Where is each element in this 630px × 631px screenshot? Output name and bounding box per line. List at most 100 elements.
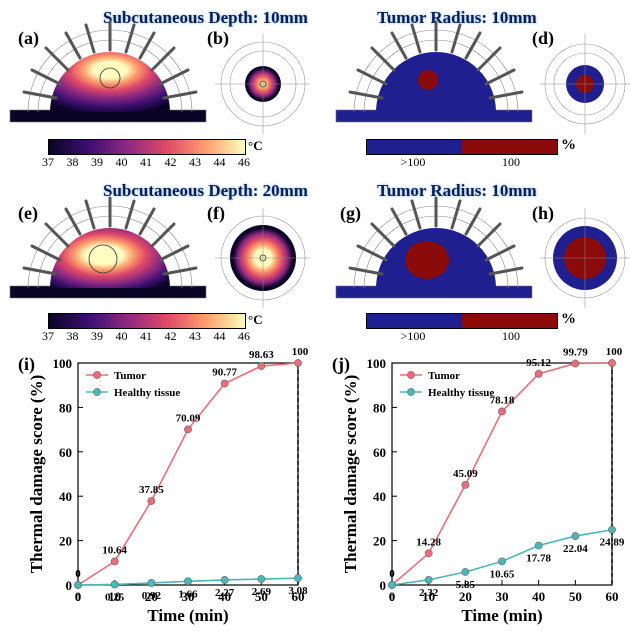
colorbar-tick-bottom-7: 44	[213, 329, 226, 343]
x-tick-label-i-4: 40	[218, 589, 231, 604]
colorbar-tick-top-8: 46	[238, 155, 250, 169]
y-tick-label-i-4: 80	[59, 400, 72, 415]
data-label-j-1-3: 10.65	[490, 568, 515, 580]
colorbar-tick-top-7: 44	[213, 155, 226, 169]
data-label-j-1-0: 0	[389, 592, 395, 604]
colorbar-tick-top-0: 37	[42, 155, 54, 169]
x-tick-label-i-0: 0	[75, 589, 82, 604]
data-point-j-1-5	[571, 532, 580, 540]
colorbar-tick-top-1: 38	[66, 155, 79, 169]
legend-label-j-0: Tumor	[428, 370, 460, 382]
legend-label-i-0: Tumor	[114, 370, 146, 382]
colorbar-tick-bottom-4: 41	[140, 329, 152, 343]
y-tick-label-i-5: 100	[53, 356, 73, 371]
data-label-i-0-3: 70.09	[176, 412, 201, 424]
x-axis-label-j: Time (min)	[461, 606, 542, 625]
colorbar-tick-top-6: 43	[189, 155, 201, 169]
data-point-i-0-3	[184, 425, 192, 434]
data-point-j-0-4	[534, 369, 543, 378]
damage-dome-image-c	[335, 20, 533, 123]
header-radius-10-top: Tumor Radius: 10mm	[377, 8, 537, 27]
data-point-j-0-5	[571, 359, 580, 368]
y-tick-label-i-3: 60	[59, 445, 72, 460]
data-label-i-1-1: 0.25	[105, 591, 125, 603]
x-tick-label-i-2: 20	[145, 589, 158, 604]
temperature-dome-image-a	[9, 20, 207, 123]
x-tick-label-j-2: 20	[459, 589, 472, 604]
data-point-i-1-6	[294, 574, 302, 583]
y-tick-label-j-3: 60	[373, 445, 386, 460]
colorbar-tick-top-2: 39	[91, 155, 103, 169]
legend-label-i-1: Healthy tissue	[114, 387, 180, 399]
panel-label-d: (d)	[532, 28, 554, 48]
header-depth-20: Subcutaneous Depth: 20mm	[103, 181, 308, 200]
colorbar-tick-bottom-2: 39	[91, 329, 103, 343]
data-point-j-0-2	[461, 481, 470, 489]
data-point-i-0-6	[294, 359, 302, 367]
legend-marker-j-0	[407, 371, 415, 379]
x-tick-label-j-1: 10	[422, 589, 435, 604]
colorbar-tick-top-3: 40	[115, 155, 128, 169]
damage-unit-bottom: %	[561, 311, 576, 327]
y-tick-label-j-1: 20	[373, 534, 386, 549]
data-label-i-0-0: 0	[75, 568, 81, 580]
data-point-j-1-3	[498, 557, 506, 566]
x-tick-label-j-5: 50	[569, 589, 582, 604]
temperature-topview-image-b	[215, 34, 310, 134]
data-point-i-0-4	[220, 379, 229, 388]
damage-colorbar-top	[366, 139, 558, 155]
damage-unit-top: %	[561, 137, 576, 153]
colorbar-tick-bottom-8: 46	[238, 329, 250, 343]
data-point-j-1-1	[424, 575, 433, 584]
data-label-i-1-6: 3.08	[288, 585, 308, 597]
data-point-i-1-2	[147, 579, 156, 587]
legend-marker-i-1	[93, 388, 101, 396]
line-chart-i: (i) 0 20 40 60 80 100 0 10 20 30 40 50 60 Time (min) Th…	[18, 348, 309, 625]
data-point-j-0-3	[498, 407, 506, 416]
damage-colorbar-bottom	[366, 313, 558, 329]
temperature-unit-top: °C	[248, 138, 263, 153]
data-label-j-0-4: 95.12	[526, 357, 551, 369]
data-point-j-0-1	[424, 549, 433, 558]
data-label-j-0-0: 0	[389, 568, 395, 580]
legend-marker-i-0	[93, 371, 101, 379]
x-tick-label-i-6: 60	[292, 589, 305, 604]
panel-label-i: (i)	[18, 354, 35, 375]
temperature-unit-bottom: °C	[248, 312, 263, 327]
colorbar-tick-bottom-0: 37	[42, 329, 54, 343]
damage-label-gt100-bottom: >100	[400, 329, 426, 343]
data-point-i-0-1	[110, 557, 119, 566]
data-label-i-1-5: 2.69	[252, 586, 272, 598]
damage-dome-image-g	[335, 196, 533, 299]
y-tick-label-j-5: 100	[367, 356, 387, 371]
legend-marker-j-1	[407, 388, 415, 396]
temperature-colorbar-top	[48, 139, 246, 155]
data-label-j-0-2: 45.09	[453, 468, 478, 480]
data-label-j-0-1: 14.28	[416, 536, 441, 548]
colorbar-tick-top-4: 41	[140, 155, 152, 169]
legend-label-j-1: Healthy tissue	[428, 387, 494, 399]
data-label-i-1-3: 1.66	[178, 588, 198, 600]
data-label-i-0-2: 37.85	[139, 484, 164, 496]
panel-label-j: (j)	[332, 354, 350, 375]
data-label-i-0-1: 10.64	[102, 544, 127, 556]
y-tick-label-j-4: 80	[373, 400, 386, 415]
panel-label-e: (e)	[18, 203, 38, 223]
colorbar-tick-bottom-3: 40	[115, 329, 128, 343]
damage-topview-image-d	[540, 34, 630, 134]
data-label-j-1-6: 24.89	[600, 537, 625, 549]
y-tick-label-i-0: 0	[66, 578, 73, 593]
data-label-j-0-3: 78.18	[490, 394, 515, 406]
y-axis-label-i: Thermal damage score (%)	[27, 375, 46, 573]
temperature-colorbar-ticks-top: 37 38 39 40 41 42 43 44 46	[42, 155, 250, 169]
x-tick-label-j-3: 30	[496, 589, 509, 604]
panel-label-h: (h)	[532, 203, 554, 223]
data-point-i-1-0	[74, 581, 82, 589]
panel-label-a: (a)	[18, 28, 39, 48]
damage-label-gt100-top: >100	[400, 155, 426, 169]
colorbar-tick-bottom-1: 38	[66, 329, 79, 343]
y-axis-label-j: Thermal damage score (%)	[341, 375, 360, 573]
temperature-dome-image-e	[9, 196, 207, 299]
x-tick-label-i-1: 10	[108, 589, 121, 604]
x-tick-label-i-5: 50	[255, 589, 268, 604]
